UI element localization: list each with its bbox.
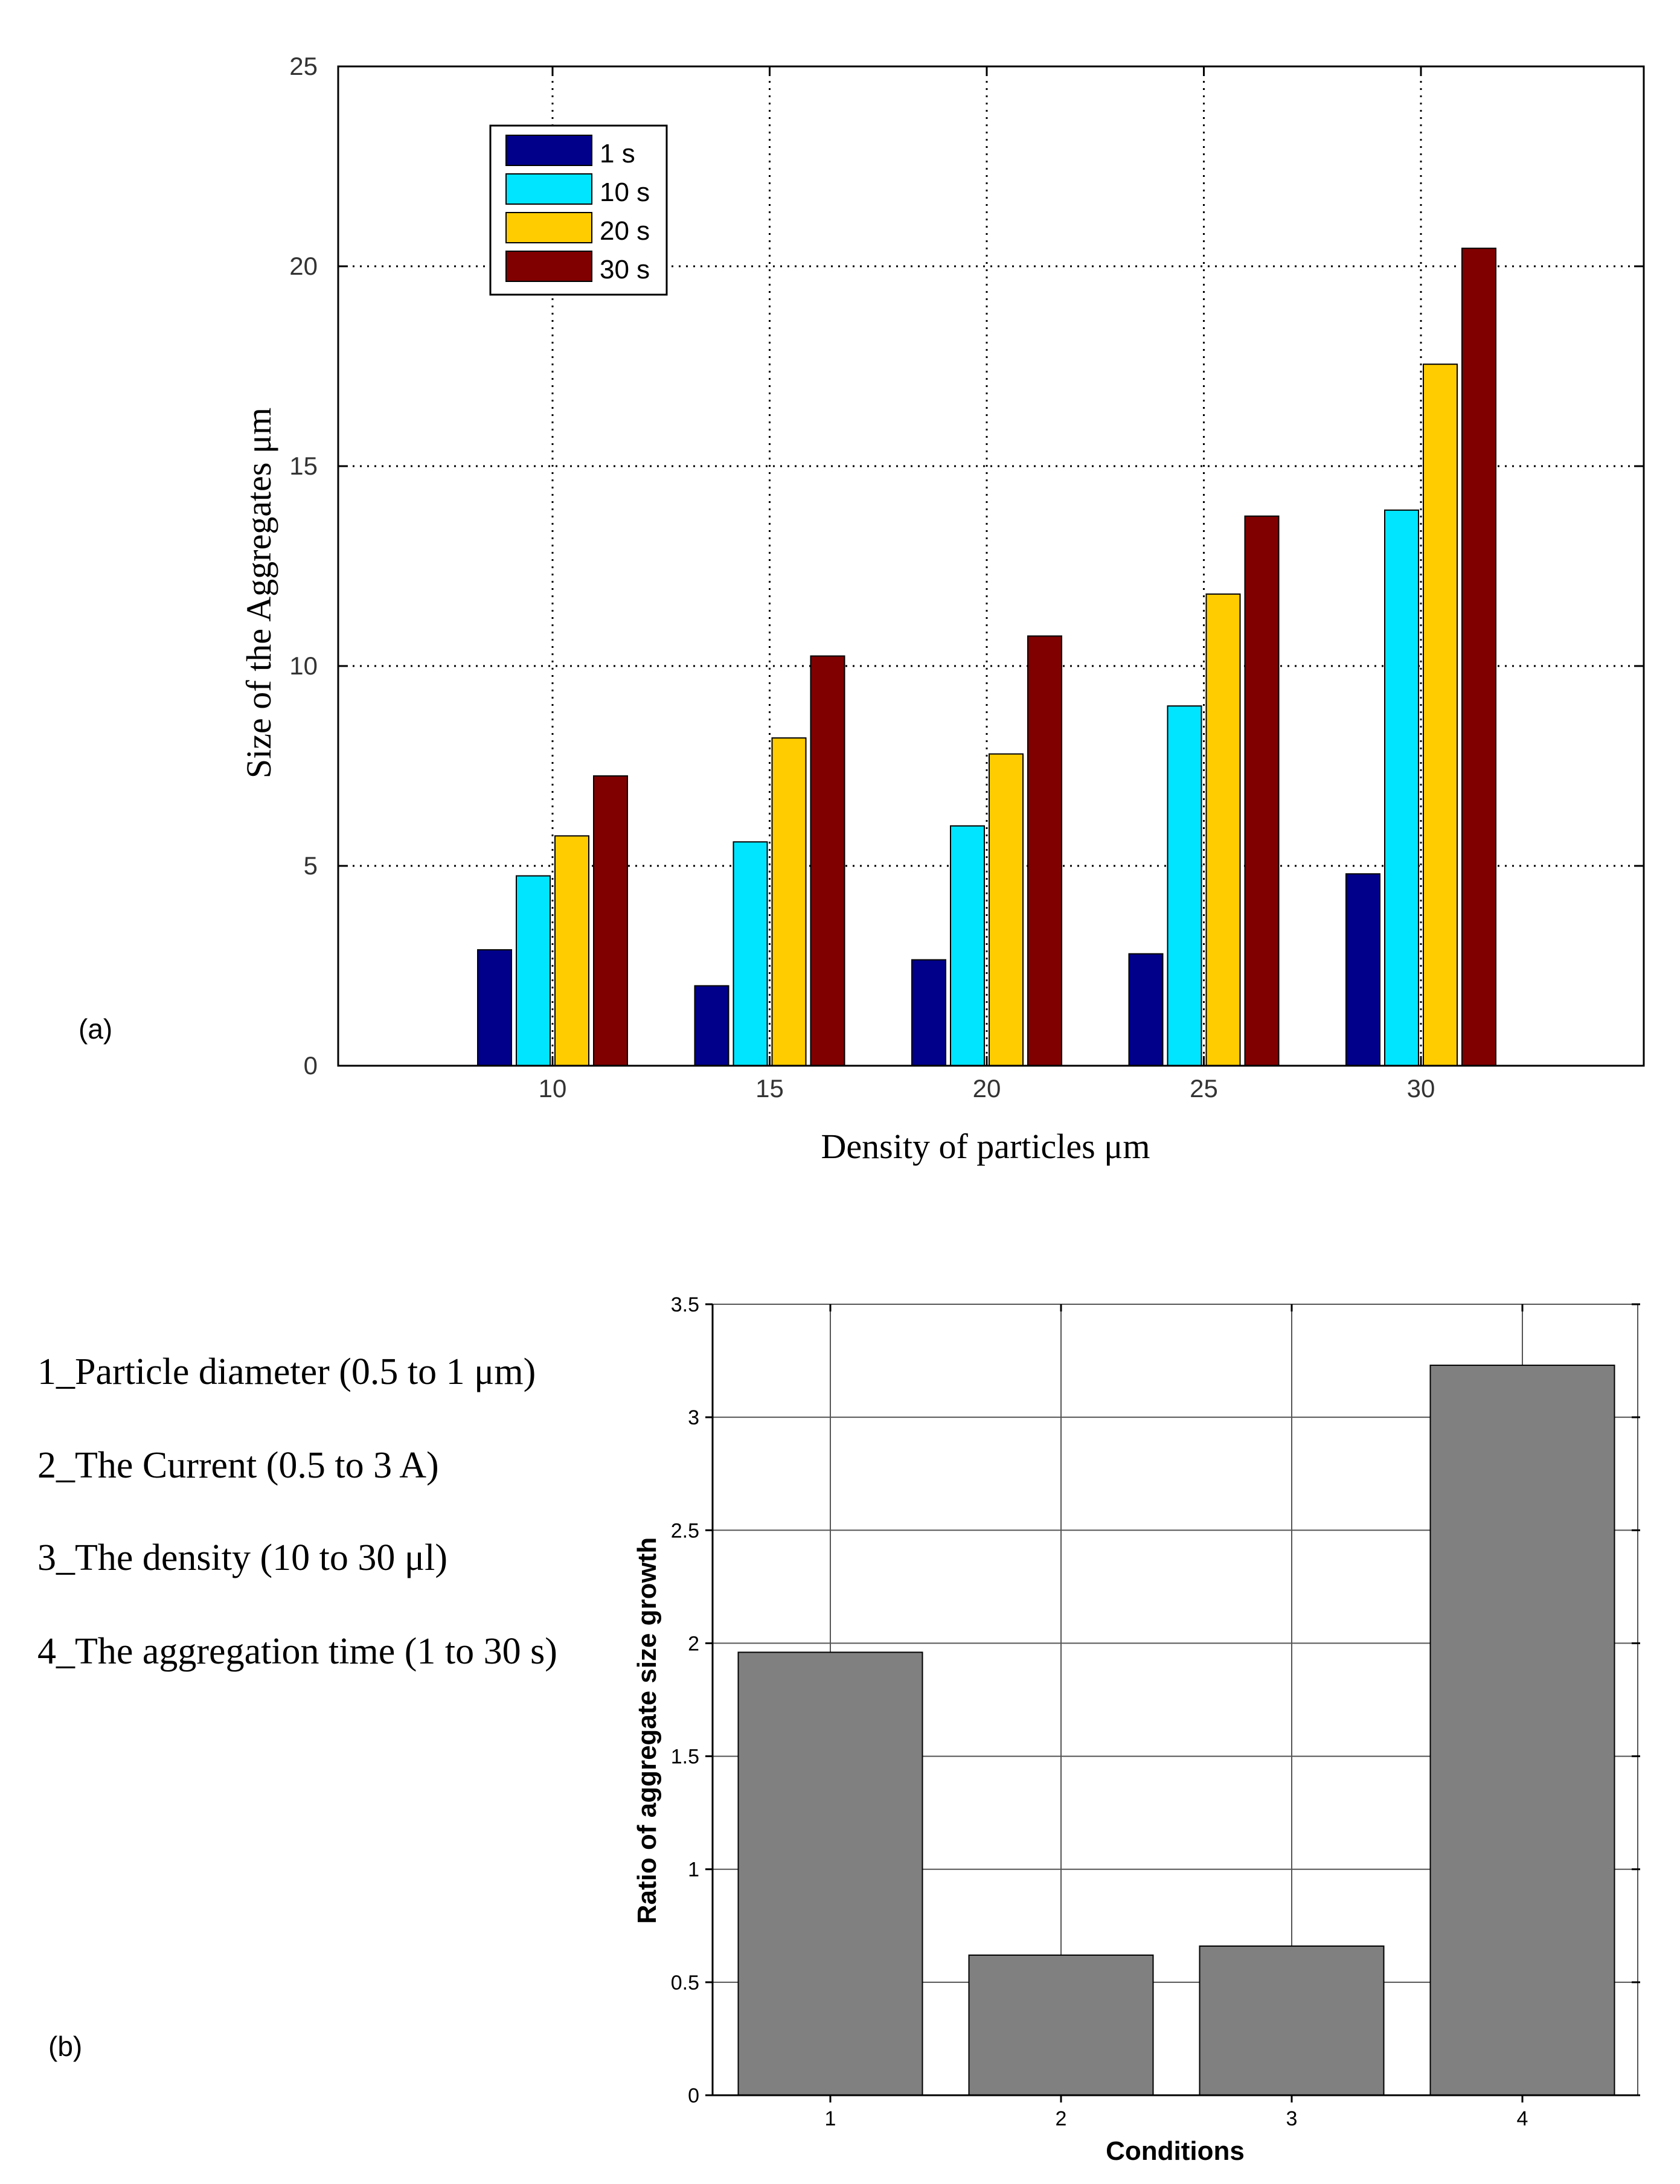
chart-a-bar-3-4 [1205, 593, 1241, 1066]
chart-a-legend-label: 30 s [600, 255, 650, 284]
chart-a-bar-2-4 [1167, 705, 1202, 1066]
chart-a-y-tick-label: 15 [289, 452, 318, 480]
conditions-list-item: 1_Particle diameter (0.5 to 1 μm) [37, 1351, 536, 1392]
chart-a-y-tick-label: 20 [289, 252, 318, 280]
chart-a-bar-3-3 [989, 753, 1024, 1066]
chart-b-y-tick-label: 2.5 [671, 1519, 699, 1542]
chart-b-x-tick-labels: 1 2 3 4 [825, 2107, 1528, 2130]
chart-b-x-tick-label: 4 [1517, 2107, 1528, 2130]
chart-b-y-axis-label: Ratio of aggregate size growth [632, 1537, 662, 1924]
chart-a-y-tick-label: 25 [289, 52, 318, 80]
conditions-list-item: 2_The Current (0.5 to 3 A) [37, 1445, 439, 1486]
chart-a-bars [477, 248, 1496, 1067]
chart-b-y-tick-labels: 0 0.5 1 1.5 2 2.5 3 3.5 [671, 1293, 699, 2107]
chart-b-bar-3 [1199, 1945, 1385, 2096]
chart-a-legend-swatch-4 [505, 251, 592, 282]
chart-b-bars [737, 1365, 1615, 2096]
chart-b-ticks [705, 1303, 1640, 2102]
chart-a-bar-3-2 [771, 737, 807, 1067]
chart-a-bar-2-2 [733, 841, 768, 1067]
chart-a-bar-4-2 [810, 655, 845, 1066]
chart-a-panel-label: (a) [79, 1013, 112, 1045]
chart-a-x-tick-label: 25 [1190, 1074, 1218, 1103]
chart-a-x-tick-label: 30 [1407, 1074, 1435, 1103]
chart-a-bar-4-5 [1461, 248, 1496, 1067]
chart-a-y-axis-label: Size of the Aggregates μm [239, 408, 278, 778]
chart-a-x-axis-label: Density of particles μm [821, 1127, 1150, 1166]
chart-a-bar-2-3 [950, 825, 985, 1067]
chart-a: (a) 0 5 10 15 20 25 10 15 20 25 30 Densi… [79, 52, 1645, 1166]
chart-b-x-tick-label: 2 [1056, 2107, 1067, 2130]
chart-a-plot-frame [337, 65, 1645, 1067]
chart-b-x-tick-label: 3 [1286, 2107, 1298, 2130]
chart-b-panel-label: (b) [48, 2031, 82, 2062]
chart-a-x-tick-label: 15 [755, 1074, 784, 1103]
chart-a-y-tick-label: 5 [304, 851, 318, 880]
chart-a-bar-1-2 [694, 985, 729, 1066]
chart-b-x-tick-label: 1 [825, 2107, 836, 2130]
chart-a-x-tick-label: 10 [539, 1074, 567, 1103]
chart-b-bar-2 [968, 1954, 1154, 2096]
chart-a-y-tick-label: 10 [289, 652, 318, 680]
chart-a-bar-1-1 [477, 949, 512, 1067]
chart-a-bar-1-4 [1128, 953, 1164, 1067]
chart-a-bar-4-1 [593, 775, 628, 1067]
chart-a-legend-swatch-3 [505, 212, 592, 243]
chart-a-legend: 1 s 10 s 20 s 30 s [489, 124, 668, 296]
chart-a-legend-swatch-1 [505, 135, 592, 166]
chart-a-bar-2-5 [1384, 509, 1419, 1066]
chart-b-y-tick-label: 3 [688, 1406, 699, 1429]
conditions-list-item: 4_The aggregation time (1 to 30 s) [37, 1631, 557, 1672]
chart-b-x-axis-label: Conditions [1106, 2136, 1245, 2166]
chart-b-y-tick-label: 2 [688, 1632, 699, 1655]
chart-b-y-tick-label: 0.5 [671, 1971, 699, 1994]
chart-b-y-tick-label: 3.5 [671, 1293, 699, 1316]
chart-a-ticks [338, 65, 1644, 1067]
chart-b-y-tick-label: 1.5 [671, 1746, 699, 1769]
chart-a-bar-4-3 [1027, 635, 1062, 1066]
chart-b-bar-4 [1429, 1365, 1615, 2096]
chart-a-y-tick-label: 0 [304, 1051, 318, 1080]
chart-a-legend-label: 1 s [600, 139, 635, 168]
chart-a-legend-swatches [505, 135, 592, 282]
chart-a-x-tick-labels: 10 15 20 25 30 [539, 1074, 1435, 1103]
chart-a-legend-label: 10 s [600, 178, 650, 207]
chart-b-bar-1 [737, 1651, 923, 2096]
chart-b-y-tick-label: 1 [688, 1859, 699, 1881]
chart-a-bar-3-5 [1423, 363, 1458, 1067]
chart-a-x-tick-label: 20 [973, 1074, 1001, 1103]
chart-a-y-tick-labels: 0 5 10 15 20 25 [289, 52, 318, 1080]
chart-a-bar-1-5 [1345, 873, 1380, 1066]
chart-a-bar-3-1 [554, 835, 589, 1066]
conditions-list-item: 3_The density (10 to 30 μl) [37, 1537, 447, 1578]
chart-b-y-tick-label: 0 [688, 2084, 699, 2107]
chart-a-legend-swatch-2 [505, 173, 592, 205]
chart-a-bar-1-3 [911, 959, 946, 1066]
chart-a-legend-label: 20 s [600, 216, 650, 246]
chart-b: (b) 1_Particle diameter (0.5 to 1 μm) 2_… [37, 1293, 1640, 2166]
chart-a-bar-2-1 [516, 875, 551, 1067]
chart-a-bar-4-4 [1244, 515, 1280, 1066]
chart-b-conditions-list: 1_Particle diameter (0.5 to 1 μm) 2_The … [37, 1351, 557, 1672]
